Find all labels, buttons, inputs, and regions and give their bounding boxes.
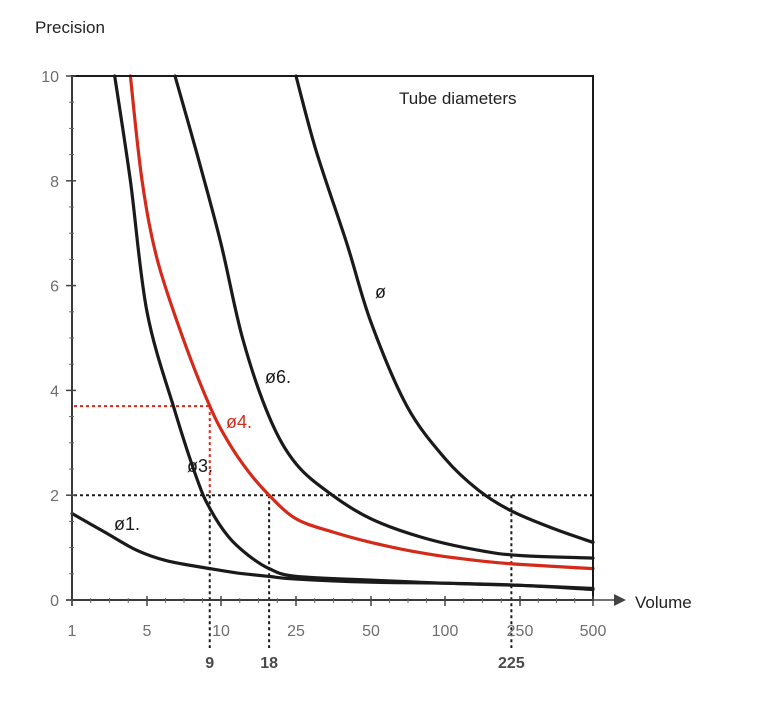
curve-2 bbox=[113, 74, 595, 591]
x-tick-label: 500 bbox=[580, 623, 607, 640]
x-tick-label: 50 bbox=[362, 623, 380, 640]
x-axis-arrow bbox=[614, 594, 626, 606]
curve-labels: ø1. ø3. ø4. ø6. ø 9 18 225 bbox=[114, 282, 525, 672]
y-axis-title: Precision bbox=[35, 18, 105, 37]
curve-5 bbox=[294, 74, 595, 544]
x-tick-label: 25 bbox=[287, 623, 305, 640]
curve-label-5: ø bbox=[375, 282, 386, 302]
y-tick-label: 10 bbox=[41, 69, 59, 86]
marked-x-label: 9 bbox=[205, 655, 214, 672]
x-axis-title: Volume bbox=[635, 593, 692, 612]
y-tick-label: 2 bbox=[50, 488, 59, 505]
labels: Precision Volume Tube diameters bbox=[35, 18, 692, 612]
axes bbox=[66, 76, 626, 606]
x-tick-label: 10 bbox=[212, 623, 230, 640]
plot-frame bbox=[71, 75, 594, 601]
y-tick-label: 0 bbox=[50, 593, 59, 610]
reference-lines bbox=[74, 405, 593, 648]
y-tick-label: 6 bbox=[50, 279, 59, 296]
x-tick-label: 5 bbox=[143, 623, 152, 640]
marked-x-label: 225 bbox=[498, 655, 525, 672]
x-tick-label: 1 bbox=[68, 623, 77, 640]
curve-3 bbox=[128, 74, 595, 571]
curve-label-1: ø1. bbox=[114, 514, 140, 534]
ticks: 0 2 4 6 8 10 1 5 10 25 50 100 250 500 bbox=[41, 69, 606, 640]
x-tick-label: 250 bbox=[507, 623, 534, 640]
marked-x-label: 18 bbox=[260, 655, 278, 672]
curve-label-4: ø6. bbox=[265, 367, 291, 387]
curve-label-2: ø3. bbox=[187, 456, 213, 476]
x-tick-label: 100 bbox=[432, 623, 459, 640]
curves bbox=[70, 74, 595, 592]
y-tick-label: 8 bbox=[50, 174, 59, 191]
curve-label-3: ø4. bbox=[226, 412, 252, 432]
legend-title: Tube diameters bbox=[399, 89, 516, 108]
y-tick-label: 4 bbox=[50, 383, 59, 400]
curve-4 bbox=[173, 74, 595, 560]
